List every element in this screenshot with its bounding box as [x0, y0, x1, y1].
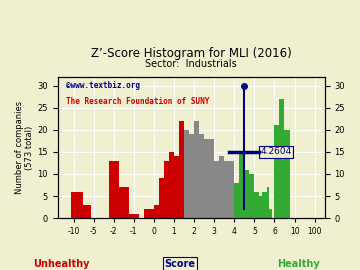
Bar — [174, 156, 179, 218]
Bar — [219, 156, 224, 218]
Bar — [294, 170, 295, 218]
Bar — [269, 209, 272, 218]
Title: Z’-Score Histogram for MLI (2016): Z’-Score Histogram for MLI (2016) — [91, 48, 292, 60]
Bar — [274, 125, 279, 218]
Bar — [264, 192, 267, 218]
Bar — [164, 161, 169, 218]
Bar — [279, 99, 284, 218]
Bar — [234, 183, 239, 218]
Text: Unhealthy: Unhealthy — [33, 259, 89, 269]
Bar — [169, 152, 174, 218]
Bar — [224, 161, 229, 218]
Text: 4.2604: 4.2604 — [260, 147, 292, 156]
Bar — [154, 205, 159, 218]
Bar — [119, 187, 129, 218]
Bar — [129, 214, 139, 218]
Text: The Research Foundation of SUNY: The Research Foundation of SUNY — [66, 97, 209, 106]
Bar — [249, 174, 255, 218]
Bar — [71, 192, 83, 218]
Bar — [262, 192, 264, 218]
Y-axis label: Number of companies
(573 total): Number of companies (573 total) — [15, 101, 35, 194]
Bar — [229, 161, 234, 218]
Bar — [159, 178, 164, 218]
Bar — [214, 161, 219, 218]
Bar — [204, 139, 209, 218]
Bar — [257, 192, 259, 218]
Bar — [267, 187, 269, 218]
Bar — [209, 139, 214, 218]
Bar — [259, 196, 262, 218]
Bar — [239, 152, 244, 218]
Bar — [255, 192, 257, 218]
Bar — [199, 134, 204, 218]
Text: ©www.textbiz.org: ©www.textbiz.org — [66, 81, 140, 90]
Bar — [194, 121, 199, 218]
Text: Score: Score — [165, 259, 195, 269]
Bar — [244, 170, 249, 218]
Bar — [184, 130, 189, 218]
Bar — [144, 209, 154, 218]
Text: Sector:  Industrials: Sector: Industrials — [145, 59, 237, 69]
Bar — [179, 121, 184, 218]
Bar — [189, 134, 194, 218]
Bar — [109, 161, 119, 218]
Text: Healthy: Healthy — [278, 259, 320, 269]
Bar — [83, 205, 91, 218]
Bar — [284, 130, 289, 218]
